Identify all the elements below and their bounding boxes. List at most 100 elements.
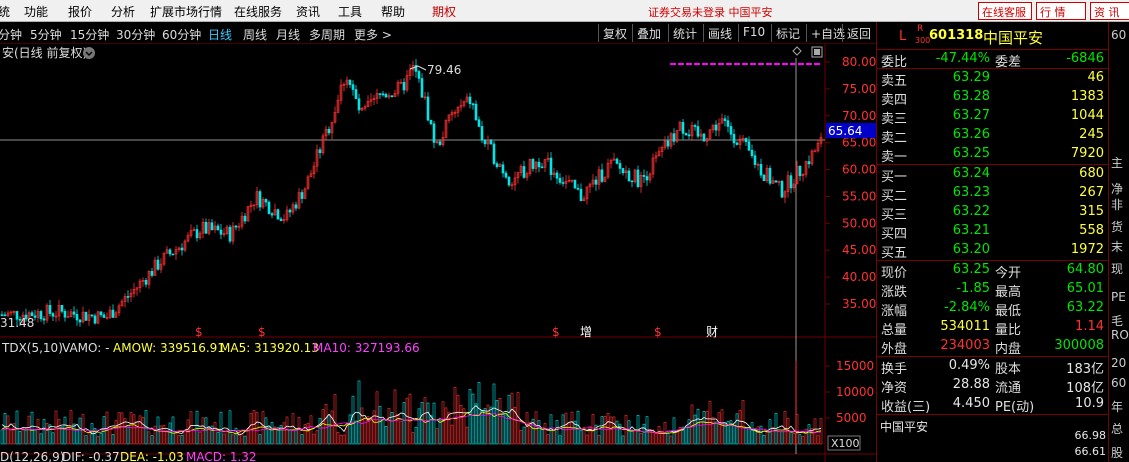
- candle-body: [408, 69, 412, 76]
- volume-bar: [729, 420, 733, 445]
- candle-body: [633, 169, 637, 183]
- menu-item-function[interactable]: 功能: [24, 5, 49, 19]
- asks-row: 卖四 63.28 1383: [877, 88, 1108, 108]
- candle-body: [159, 263, 163, 270]
- indicator-vamo: VAMO: -: [62, 341, 109, 355]
- ma10-line: [1, 411, 822, 435]
- event-marker[interactable]: $: [258, 325, 266, 339]
- volume-bar: [192, 430, 196, 445]
- f10-button[interactable]: F10: [738, 24, 769, 42]
- period-15min[interactable]: 15分钟: [70, 28, 110, 42]
- menu-item-online-service[interactable]: 在线服务: [234, 5, 283, 19]
- volume-bar: [102, 416, 106, 445]
- candle-body: [747, 141, 751, 151]
- candle-body: [435, 141, 439, 143]
- diamond-icon[interactable]: [792, 46, 802, 56]
- mini-value-1: 66.98: [1074, 429, 1107, 442]
- volume-bar: [234, 427, 238, 445]
- back-button[interactable]: 返回: [842, 24, 875, 42]
- menu-item-info[interactable]: 资讯: [296, 5, 321, 19]
- volume-bar: [597, 435, 601, 445]
- volume-bar: [168, 422, 172, 445]
- mark-button[interactable]: 标记: [771, 24, 804, 42]
- event-marker[interactable]: $: [654, 325, 662, 339]
- overlay-button[interactable]: 叠加: [632, 24, 665, 42]
- price-tick-label: 60.00: [842, 163, 876, 177]
- online-support-button[interactable]: 在线客服: [978, 2, 1032, 20]
- kline-chart[interactable]: 安(日线 前复权) 80.00 75.00 70.00 65.00 60.00 55.00…: [0, 44, 876, 462]
- volume-bar: [300, 434, 304, 445]
- asks-row: 卖二 63.26 245: [877, 126, 1108, 146]
- candle-body: [336, 99, 340, 113]
- period-daily[interactable]: 日线: [208, 28, 233, 42]
- candle-body: [39, 311, 43, 320]
- candle-body: [738, 138, 742, 145]
- bids-price: 63.24: [952, 166, 990, 181]
- candle-body: [93, 315, 97, 324]
- period-monthly[interactable]: 月线: [276, 28, 301, 42]
- event-marker[interactable]: 增: [580, 325, 592, 339]
- volume-bar: [543, 423, 547, 445]
- candle-body: [399, 81, 403, 84]
- volume-bar: [807, 424, 811, 445]
- adjust-button[interactable]: 复权: [598, 24, 631, 42]
- period-5min[interactable]: 5分钟: [30, 28, 62, 42]
- candle-body: [615, 158, 619, 164]
- candle-body: [288, 209, 292, 213]
- event-marker[interactable]: $: [552, 325, 560, 339]
- volume-bar: [273, 426, 277, 445]
- stat-row: 外盘 234003 内盘 300008: [877, 337, 1108, 357]
- menu-item-futures[interactable]: 期权: [432, 5, 457, 19]
- candle-body: [816, 142, 820, 152]
- candle-body: [507, 176, 511, 186]
- menu-item-analysis[interactable]: 分析: [111, 5, 136, 19]
- volume-bar: [147, 431, 151, 445]
- menu-item-extended-market[interactable]: 扩展市场行情: [150, 5, 223, 19]
- candle-body: [324, 128, 328, 137]
- period-60min[interactable]: 60分钟: [162, 28, 202, 42]
- candle-body: [531, 158, 535, 169]
- menu-item-system[interactable]: 统: [0, 5, 11, 19]
- chevron-down-icon[interactable]: [83, 47, 95, 59]
- candle-body: [498, 164, 502, 168]
- event-marker[interactable]: 财: [706, 325, 718, 339]
- volume-bar: [213, 422, 217, 445]
- draw-line-button[interactable]: 画线: [703, 24, 736, 42]
- add-watchlist-button[interactable]: +自选: [806, 24, 849, 42]
- volume-bar: [483, 408, 487, 445]
- event-marker[interactable]: $: [195, 325, 203, 339]
- volume-bar: [222, 433, 226, 445]
- volume-tick-label: 5000: [836, 411, 867, 425]
- candlesticks: [0, 59, 823, 327]
- bids-row: 买四 63.21 558: [877, 222, 1108, 242]
- quote-button[interactable]: 行 情: [1036, 2, 1086, 20]
- period-weekly[interactable]: 周线: [243, 28, 268, 42]
- candle-body: [801, 174, 805, 177]
- fundamental-value: 183亿: [1066, 362, 1104, 377]
- candle-body: [759, 164, 763, 176]
- candle-body: [75, 314, 79, 321]
- candle-body: [567, 179, 571, 182]
- window-icon[interactable]: [811, 46, 823, 58]
- volume-bar: [114, 420, 118, 445]
- volume-bar: [180, 435, 184, 445]
- menu-item-help[interactable]: 帮助: [381, 5, 406, 19]
- volume-bar: [138, 415, 142, 445]
- menu-item-tools[interactable]: 工具: [338, 5, 363, 19]
- statistics-button[interactable]: 统计: [668, 24, 701, 42]
- candle-body: [432, 123, 436, 143]
- volume-bar: [54, 410, 58, 445]
- menu-item-quote[interactable]: 报价: [68, 5, 93, 19]
- candle-body: [783, 191, 787, 198]
- period-multi[interactable]: 多周期: [309, 28, 346, 42]
- candle-body: [534, 161, 538, 169]
- period-30min[interactable]: 30分钟: [116, 28, 156, 42]
- period-more[interactable]: 更多 >: [354, 28, 392, 42]
- news-button[interactable]: 资 讯: [1090, 2, 1129, 20]
- candle-body: [660, 147, 664, 153]
- candle-body: [486, 139, 490, 145]
- stat-label: 外盘: [881, 342, 908, 357]
- period-1min[interactable]: 分钟: [0, 28, 23, 42]
- volume-bar: [354, 420, 358, 445]
- stat-row: 涨跌 -1.85 最高 65.01: [877, 280, 1108, 300]
